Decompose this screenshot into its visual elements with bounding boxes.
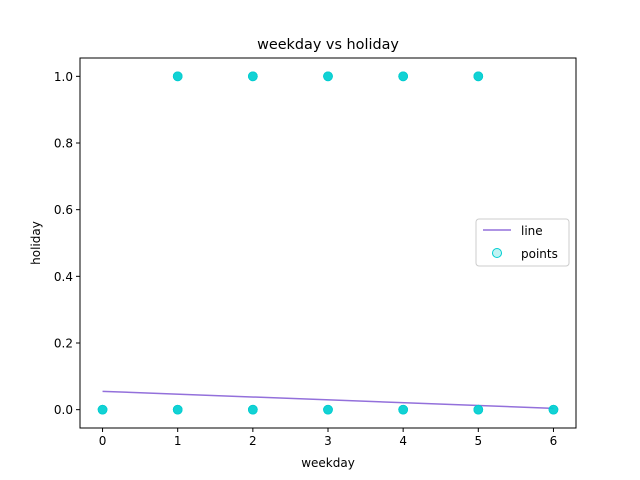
data-point <box>97 404 108 415</box>
plot-area <box>97 71 559 415</box>
data-point-marker <box>172 71 183 82</box>
x-tick-label: 4 <box>399 434 407 448</box>
data-point <box>323 404 333 415</box>
data-point <box>248 404 258 415</box>
data-point-marker <box>248 404 258 415</box>
legend-label-points: points <box>521 247 558 261</box>
data-point <box>248 71 258 82</box>
data-point-marker <box>323 71 333 82</box>
x-axis-label: weekday <box>301 456 355 470</box>
legend-label-line: line <box>521 224 543 238</box>
data-point-marker <box>548 404 559 415</box>
data-point-marker <box>172 404 183 415</box>
y-axis: 0.0 0.2 0.4 0.6 0.8 1.0 <box>54 70 80 417</box>
y-axis-label: holiday <box>29 221 43 265</box>
x-tick-label: 3 <box>324 434 332 448</box>
data-point-marker <box>398 404 408 415</box>
data-point-marker <box>323 404 333 415</box>
data-point <box>473 71 484 82</box>
data-point <box>398 71 408 82</box>
data-point-marker <box>473 404 484 415</box>
series-line <box>102 390 554 410</box>
x-tick-label: 1 <box>174 434 182 448</box>
y-tick-label: 0.0 <box>54 403 73 417</box>
data-point <box>548 404 559 415</box>
x-tick-label: 2 <box>249 434 257 448</box>
x-tick-label: 5 <box>474 434 482 448</box>
y-tick-label: 0.6 <box>54 203 73 217</box>
y-tick-label: 0.4 <box>54 270 73 284</box>
legend: line points <box>475 218 570 267</box>
data-point <box>172 71 183 82</box>
data-point-marker <box>398 71 408 82</box>
data-point <box>172 404 183 415</box>
x-tick-label: 0 <box>99 434 107 448</box>
data-point <box>398 404 408 415</box>
data-point <box>323 71 333 82</box>
data-point-marker <box>248 71 258 82</box>
data-point-marker <box>97 404 108 415</box>
chart-title: weekday vs holiday <box>257 37 399 53</box>
x-tick-label: 6 <box>550 434 558 448</box>
y-tick-label: 0.8 <box>54 137 73 151</box>
y-tick-label: 0.2 <box>54 337 73 351</box>
y-tick-label: 1.0 <box>54 70 73 84</box>
x-axis: 0 1 2 3 4 5 6 <box>99 428 558 448</box>
data-point-marker <box>473 71 484 82</box>
data-point <box>473 404 484 415</box>
legend-points-swatch <box>492 248 502 258</box>
